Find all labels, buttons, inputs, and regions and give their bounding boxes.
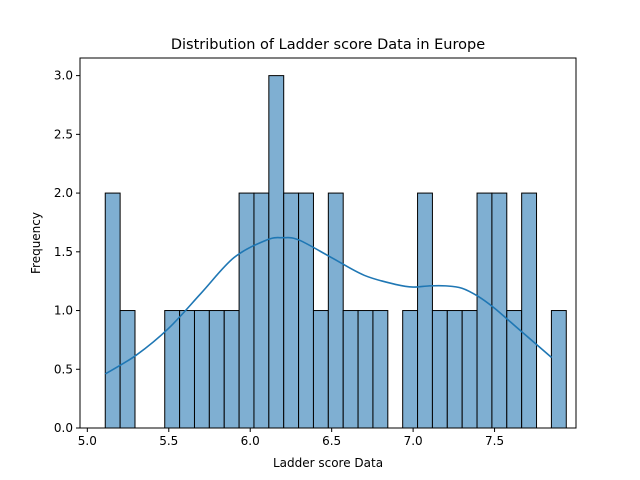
histogram-bar	[208, 310, 225, 429]
histogram-bar	[268, 75, 285, 429]
histogram-bar	[312, 310, 329, 429]
histogram-bar	[372, 310, 389, 429]
histogram-bar	[521, 192, 538, 429]
histogram-bar	[327, 192, 344, 429]
x-tick-label: 7.0	[404, 434, 423, 448]
histogram-bar	[179, 310, 195, 429]
x-tick-label: 6.5	[322, 434, 341, 448]
histogram-bar	[491, 192, 508, 429]
y-tick-label: 1.5	[54, 245, 73, 259]
chart-title: Distribution of Ladder score Data in Eur…	[171, 37, 485, 53]
y-tick-label: 0.5	[54, 362, 73, 376]
plot-frame	[79, 57, 577, 429]
histogram-bar	[283, 192, 300, 429]
y-axis-title: Frequency	[29, 212, 43, 274]
histogram-bar	[417, 192, 433, 429]
histogram-bar	[431, 310, 448, 429]
y-tick-label: 3.0	[54, 69, 73, 83]
histogram-bar	[506, 310, 523, 429]
histogram-bar	[357, 310, 374, 429]
y-tick-label: 2.5	[54, 127, 73, 141]
histogram-bar	[193, 310, 210, 429]
histogram-bar	[238, 192, 255, 429]
y-tick-label: 1.0	[54, 304, 73, 318]
histogram-bar	[253, 192, 270, 429]
x-tick-label: 5.5	[159, 434, 178, 448]
histogram-bar	[223, 310, 240, 429]
x-axis-title: Ladder score Data	[273, 456, 383, 470]
histogram-bar	[298, 192, 314, 429]
x-tick-label: 6.0	[241, 434, 260, 448]
x-tick-label: 5.0	[78, 434, 97, 448]
kde-line	[104, 236, 553, 375]
y-tick-label: 0.0	[54, 421, 73, 435]
histogram-bar	[342, 310, 359, 429]
histogram-bar	[461, 310, 478, 429]
x-tick-label: 7.5	[485, 434, 504, 448]
y-tick-label: 2.0	[54, 186, 73, 200]
histogram-bar	[476, 192, 493, 429]
histogram-bar	[402, 310, 419, 429]
histogram-bar	[446, 310, 463, 429]
histogram-bar	[119, 310, 136, 429]
histogram-bar	[104, 192, 121, 429]
histogram-bar	[550, 310, 567, 429]
histogram-bar	[164, 310, 181, 429]
plot-area: 5.0 5.5 6.0 6.5 7.0 7.5 0.0 0.5 1.0 1.5 2.0 2.5 3.0	[54, 57, 577, 448]
